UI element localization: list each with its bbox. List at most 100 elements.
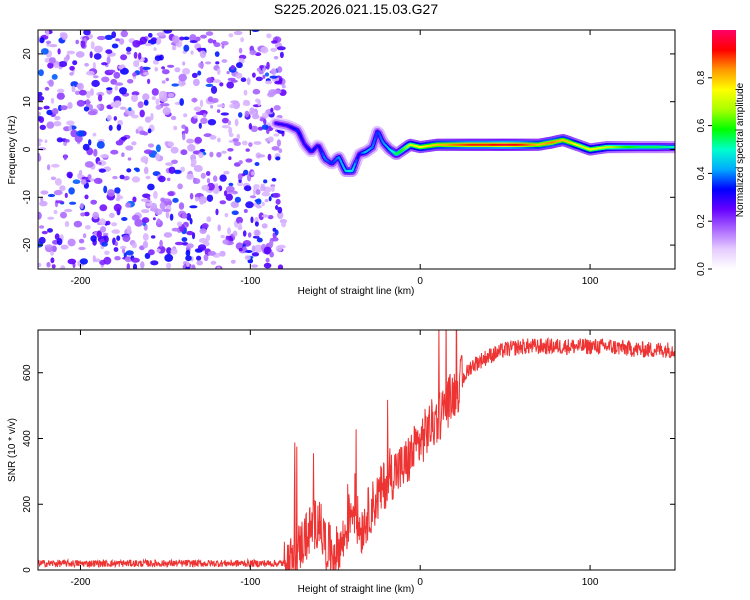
noise-blob <box>132 40 141 48</box>
noise-blob <box>126 263 130 269</box>
noise-blob <box>182 132 186 141</box>
noise-blob <box>223 170 230 175</box>
noise-blob <box>57 88 65 94</box>
noise-blob <box>69 65 75 71</box>
noise-blob <box>159 239 163 248</box>
noise-blob <box>275 156 281 161</box>
noise-blob <box>278 148 283 154</box>
noise-blob <box>122 234 131 242</box>
noise-blob <box>240 37 245 43</box>
noise-blob <box>105 49 113 54</box>
noise-blob <box>55 200 64 204</box>
noise-blob <box>177 183 183 190</box>
noise-blob <box>81 176 89 180</box>
noise-blob <box>197 70 202 76</box>
noise-blob <box>68 187 75 195</box>
spectrogram-y-tick-label: -10 <box>22 190 33 205</box>
noise-blob <box>64 192 68 198</box>
noise-blob <box>147 128 152 134</box>
noise-blob <box>196 255 202 261</box>
noise-blob <box>120 136 128 141</box>
snr-x-tick-label: -200 <box>70 577 90 588</box>
noise-blob <box>125 145 134 151</box>
noise-blob <box>99 204 108 212</box>
noise-blob <box>269 75 278 79</box>
noise-blob <box>38 91 43 97</box>
noise-blob <box>163 30 173 34</box>
noise-blob <box>96 141 105 149</box>
noise-blob <box>171 227 180 232</box>
noise-blob <box>251 264 259 268</box>
noise-blob <box>162 107 171 115</box>
noise-blob <box>206 194 214 202</box>
noise-blob <box>166 177 171 182</box>
noise-blob <box>206 216 212 223</box>
noise-blob <box>255 204 262 209</box>
colorbar-tick-label: 0.4 <box>696 166 707 180</box>
noise-blob <box>127 157 132 161</box>
noise-blob <box>44 86 50 91</box>
noise-blob <box>198 62 205 69</box>
noise-blob <box>189 192 194 200</box>
noise-blob <box>147 143 155 148</box>
noise-blob <box>60 244 69 250</box>
noise-blob <box>69 72 74 76</box>
noise-blob <box>41 230 48 235</box>
noise-blob <box>243 89 248 96</box>
noise-blob <box>85 90 91 99</box>
noise-blob <box>186 138 195 144</box>
noise-blob <box>119 174 125 180</box>
noise-blob <box>261 223 268 229</box>
noise-blob <box>155 98 160 106</box>
spectrogram-plot-area <box>38 30 675 269</box>
noise-blob <box>251 252 260 257</box>
noise-blob <box>38 116 45 123</box>
noise-blob <box>64 208 73 213</box>
noise-blob <box>154 67 159 72</box>
noise-blob <box>108 69 116 74</box>
noise-blob <box>261 124 269 130</box>
noise-blob <box>88 139 92 146</box>
noise-blob <box>249 107 255 114</box>
noise-blob <box>144 116 152 123</box>
noise-blob <box>78 246 86 251</box>
noise-blob <box>120 245 127 250</box>
noise-blob <box>58 61 68 68</box>
noise-blob <box>119 87 127 95</box>
noise-blob <box>60 211 67 219</box>
noise-blob <box>142 66 151 70</box>
noise-blob <box>236 62 243 69</box>
noise-blob <box>106 220 111 226</box>
noise-blob <box>265 257 270 263</box>
noise-blob <box>164 141 169 146</box>
noise-blob <box>277 206 283 214</box>
noise-blob <box>68 124 72 132</box>
noise-blob <box>267 136 274 142</box>
colorbar-label: Normalized spectral amplitude <box>735 82 746 217</box>
noise-blob <box>131 257 140 263</box>
noise-blob <box>261 214 270 218</box>
noise-blob <box>227 148 234 152</box>
noise-blob <box>139 36 147 45</box>
snr-frame <box>37 329 676 571</box>
colorbar: 0.0 0.2 0.4 0.6 0.8 Normalized spectral ampl… <box>696 30 746 276</box>
noise-blob <box>225 185 235 193</box>
noise-blob <box>203 240 210 247</box>
noise-blob <box>47 193 56 198</box>
noise-blob <box>246 77 251 86</box>
noise-blob <box>186 213 192 221</box>
noise-blob <box>171 83 179 87</box>
noise-blob <box>116 235 121 241</box>
noise-blob <box>66 120 75 126</box>
noise-blob <box>140 198 149 202</box>
noise-blob <box>166 262 172 269</box>
noise-blob <box>232 230 238 237</box>
noise-blob <box>147 78 151 85</box>
noise-blob <box>219 250 226 257</box>
noise-blob <box>161 66 166 70</box>
noise-blob <box>155 153 161 161</box>
noise-blob <box>221 117 229 124</box>
noise-blob <box>49 44 58 48</box>
noise-blob <box>45 30 50 37</box>
noise-blob <box>231 79 238 83</box>
